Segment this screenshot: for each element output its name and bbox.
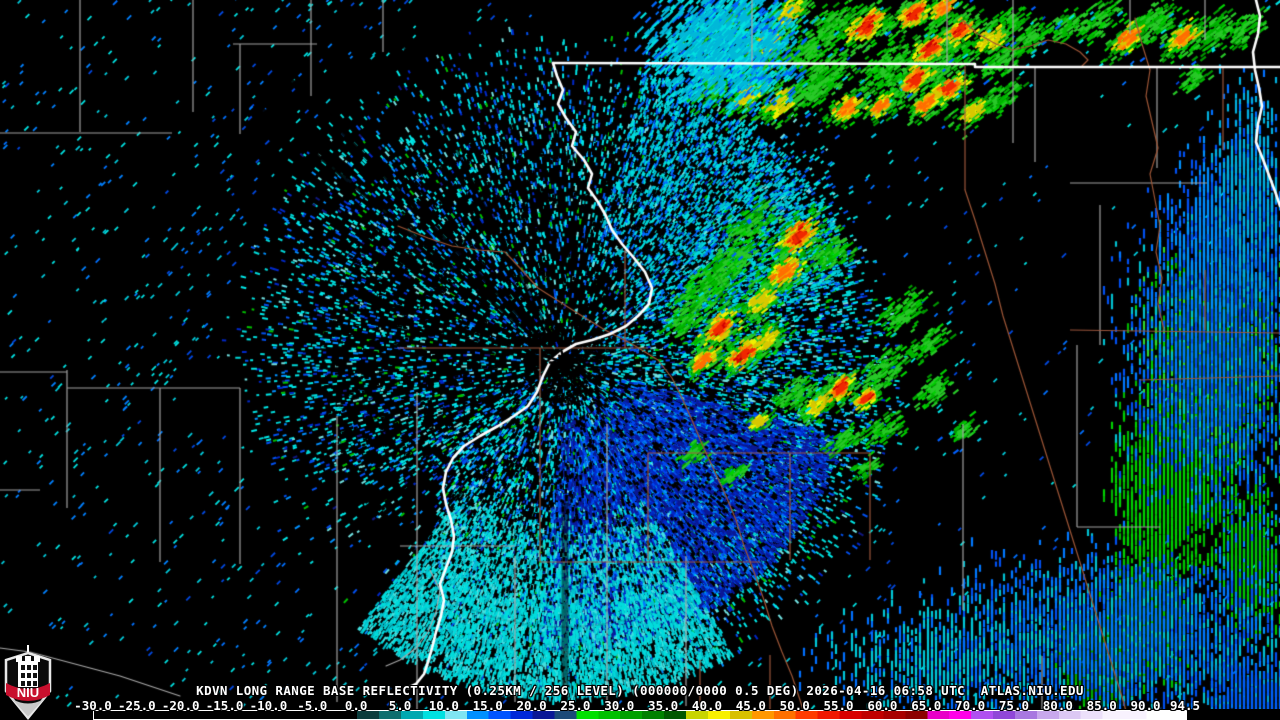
scale-label: 45.0 [735, 698, 766, 713]
scale-label: 30.0 [604, 698, 635, 713]
radar-product-title: KDVN LONG RANGE BASE REFLECTIVITY (0.25K… [196, 683, 1084, 698]
scale-label: 40.0 [691, 698, 723, 713]
scale-label: 70.0 [955, 698, 986, 713]
reflectivity-scale-labels: -30.0 -25.0 -20.0 -15.0 -10.0 -5.0 0.0 5.0 10.0 1… [0, 698, 1280, 713]
scale-label: 20.0 [516, 698, 547, 713]
niu-logo: NIU [4, 645, 52, 720]
logo-tip [12, 699, 44, 717]
scale-label: 15.0 [472, 698, 503, 713]
scale-label: 80.0 [1042, 698, 1073, 713]
scale-label: 65.0 [911, 698, 942, 713]
scale-label: 55.0 [823, 698, 854, 713]
scale-label: 85.0 [1086, 698, 1117, 713]
scale-label: 5.0 [388, 698, 412, 713]
scale-label: 75.0 [998, 698, 1030, 713]
scale-label: -15.0 [205, 698, 244, 713]
scale-label: 60.0 [867, 698, 898, 713]
scale-label: 0.0 [344, 698, 368, 713]
logo-red-band [6, 683, 50, 701]
logo-spire [27, 645, 29, 654]
logo-text: NIU [17, 685, 39, 700]
scale-label: -25.0 [118, 698, 156, 713]
scale-label: 25.0 [560, 698, 591, 713]
scale-label: -20.0 [161, 698, 200, 713]
scale-label: 35.0 [648, 698, 679, 713]
scale-label: -10.0 [249, 698, 288, 713]
scale-label: 50.0 [779, 698, 810, 713]
scale-label: -30.0 [74, 698, 112, 713]
scale-label: 10.0 [428, 698, 459, 713]
scale-label: 90.0 [1130, 698, 1161, 713]
scale-label: -5.0 [297, 698, 328, 713]
logo-castle-icon [16, 656, 40, 687]
scale-label: 94.5 [1169, 698, 1201, 713]
